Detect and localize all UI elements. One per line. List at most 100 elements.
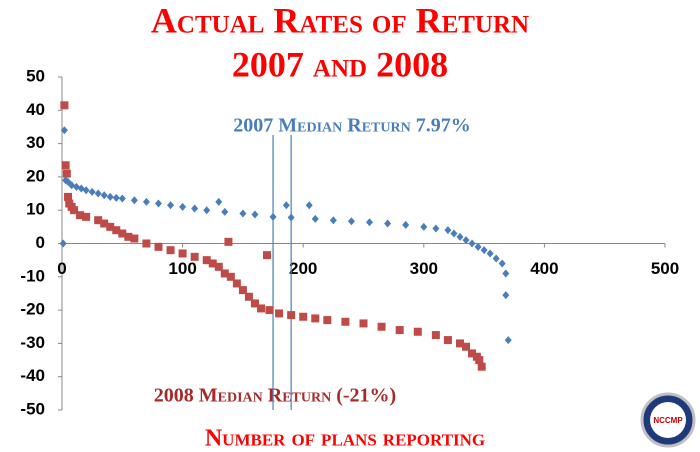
point [474,242,482,251]
point [82,186,90,195]
point [221,207,229,216]
point [203,206,211,215]
point [94,216,103,225]
point [62,169,71,178]
point [106,222,115,231]
point [347,217,355,226]
point [444,226,452,235]
point [130,196,138,205]
point [413,327,422,336]
point [492,254,500,263]
x-tick-label: 0 [57,259,66,278]
x-tick-label: 300 [410,259,438,278]
point [443,336,452,345]
y-tick-label: -20 [20,300,45,319]
y-tick-label: -10 [20,266,45,285]
point [486,249,494,258]
point [60,126,68,135]
x-tick-label: 500 [651,259,679,278]
point [154,242,163,251]
point [82,212,91,221]
point [202,256,211,265]
logo: NCCMP [640,392,696,448]
point [269,212,277,221]
point [220,269,229,278]
point [124,232,133,241]
point [112,226,121,235]
point [256,304,265,313]
point [305,201,313,210]
point [287,311,296,320]
y-tick-label: 10 [26,200,45,219]
x-tick-label: 200 [289,259,317,278]
point [377,322,386,331]
point [311,314,320,323]
point [287,213,295,222]
point [100,219,109,228]
point [250,299,259,308]
point [232,279,241,288]
point [502,291,510,300]
point [118,229,127,238]
point [60,101,69,110]
point [341,317,350,326]
y-tick-label: -50 [20,399,45,418]
point [191,204,199,213]
point [118,194,126,203]
y-tick-label: 0 [36,233,45,252]
point [224,237,233,246]
annotation: 2008 Median Return (-21%) [154,385,396,407]
annotation: 2007 Median Return 7.97% [233,115,470,137]
point [94,189,102,198]
point [431,331,440,340]
point [238,286,247,295]
point [106,192,114,201]
point [432,224,440,233]
point [420,222,428,231]
point [88,187,96,196]
point [366,218,374,227]
point [462,236,470,245]
point [462,342,471,351]
point [359,319,368,328]
point [154,199,162,208]
point [456,232,464,241]
y-tick-label: 20 [26,166,45,185]
point [450,229,458,238]
point [244,292,253,301]
point [61,161,70,170]
point [275,309,284,318]
point [395,326,404,335]
point [112,193,120,202]
point [208,259,217,268]
chart-title: Actual Rates of Return [151,0,529,40]
point [311,214,319,223]
point [455,339,464,348]
chart-subtitle: 2007 and 2008 [232,44,448,84]
point [251,210,259,219]
point [215,197,223,206]
point [142,197,150,206]
point [214,262,223,271]
point [477,362,486,371]
point [167,201,175,210]
point [504,336,512,345]
y-tick-label: 30 [26,133,45,152]
point [64,192,73,201]
point [142,239,151,248]
point [384,219,392,228]
point [468,239,476,248]
point [100,191,108,200]
point [239,209,247,218]
point [329,216,337,225]
point [468,349,477,358]
point [480,246,488,255]
logo-text: NCCMP [653,416,683,425]
point [402,220,410,229]
point [265,306,274,315]
point [179,202,187,211]
y-tick-label: -40 [20,366,45,385]
point [130,234,139,243]
y-tick-label: 50 [26,66,45,85]
point [299,312,308,321]
